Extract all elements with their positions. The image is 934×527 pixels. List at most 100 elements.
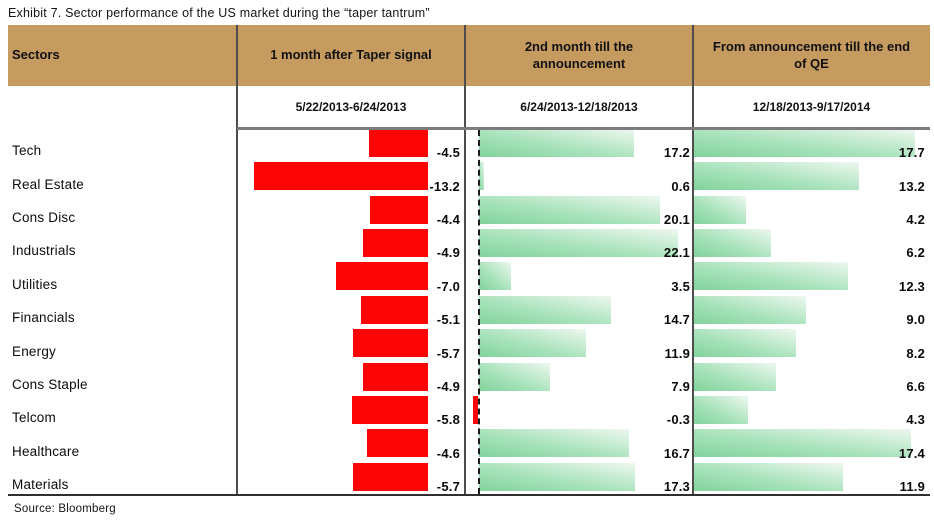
value-label: -4.9 xyxy=(436,245,460,261)
value-label: 17.7 xyxy=(898,145,925,161)
value-label: 17.4 xyxy=(898,445,925,461)
sector-label: Cons Disc xyxy=(12,210,76,226)
value-label: 17.2 xyxy=(663,145,690,161)
bar-negative xyxy=(352,462,428,491)
bar-positive xyxy=(479,229,678,258)
sector-label: Utilities xyxy=(12,276,58,292)
bar-negative xyxy=(368,129,428,157)
bar-panel-3: 4.2 xyxy=(693,194,930,227)
bar-panel-1: -13.2 xyxy=(237,160,465,194)
value-label: 11.9 xyxy=(899,478,925,494)
bar-positive xyxy=(694,162,859,191)
sector-label: Energy xyxy=(12,343,56,359)
bar-panel-2: -0.3 xyxy=(465,394,693,427)
bar-panel-1: -5.1 xyxy=(237,294,465,327)
value-label: -4.4 xyxy=(436,212,460,228)
period-panel-3: 12/18/2013-9/17/2014 xyxy=(752,99,871,114)
bar-panel-2: 11.9 xyxy=(465,327,693,361)
value-label: 7.9 xyxy=(671,378,690,394)
table-bottom-border xyxy=(8,494,930,496)
bar-negative xyxy=(367,429,428,458)
bar-panel-3: 17.4 xyxy=(693,427,930,461)
sector-label: Telcom xyxy=(12,410,56,426)
bar-positive xyxy=(694,129,915,157)
bar-panel-2: 7.9 xyxy=(465,361,693,394)
bar-positive xyxy=(694,229,772,258)
bar-panel-3: 8.2 xyxy=(693,327,930,361)
bar-panel-3: 17.7 xyxy=(693,127,930,160)
zero-axis-dashed xyxy=(478,130,480,494)
sector-label: Materials xyxy=(12,476,69,492)
value-label: 6.6 xyxy=(906,378,925,394)
table-row: Tech -4.5 17.2 17.7 xyxy=(8,127,930,160)
source-note: Source: Bloomberg xyxy=(14,503,116,515)
bar-negative xyxy=(473,395,478,424)
bar-positive xyxy=(479,162,485,191)
value-label: 3.5 xyxy=(671,278,690,294)
bar-negative xyxy=(370,195,428,224)
bar-panel-3: 12.3 xyxy=(693,260,930,294)
value-label: -5.7 xyxy=(436,478,460,494)
table-row: Financials -5.1 14.7 9.0 xyxy=(8,294,930,327)
exhibit-figure: Exhibit 7. Sector performance of the US … xyxy=(8,6,930,515)
bar-positive xyxy=(694,195,747,224)
header-panel-3: From announcement till the end of QE xyxy=(712,39,911,71)
table-row: Industrials -4.9 22.1 6.2 xyxy=(8,227,930,260)
chart-table: Sectors 1 month after Taper signal 2nd m… xyxy=(8,25,930,496)
bar-panel-1: -4.5 xyxy=(237,127,465,160)
value-label: 12.3 xyxy=(898,278,925,294)
sector-label: Cons Staple xyxy=(12,376,88,392)
table-row: Healthcare -4.6 16.7 17.4 xyxy=(8,427,930,461)
value-label: 14.7 xyxy=(663,312,690,328)
bar-positive xyxy=(479,329,587,358)
sector-label: Real Estate xyxy=(12,176,84,192)
plot-top-border xyxy=(237,127,930,130)
value-label: -5.7 xyxy=(436,345,460,361)
bar-positive xyxy=(479,295,612,324)
bar-panel-2: 0.6 xyxy=(465,160,693,194)
bar-panel-3: 6.2 xyxy=(693,227,930,260)
header-row: Sectors 1 month after Taper signal 2nd m… xyxy=(8,25,930,86)
bar-positive xyxy=(694,362,777,391)
plot-rows: Tech -4.5 17.2 17.7 Real Estate -13.2 0.6 13.2 C… xyxy=(8,127,930,494)
bar-panel-3: 13.2 xyxy=(693,160,930,194)
sector-label: Industrials xyxy=(12,243,76,259)
bar-panel-2: 20.1 xyxy=(465,194,693,227)
bar-panel-3: 4.3 xyxy=(693,394,930,427)
value-label: 11.9 xyxy=(664,345,690,361)
bar-negative xyxy=(360,295,428,324)
bar-positive xyxy=(479,262,511,291)
bar-panel-1: -5.7 xyxy=(237,327,465,361)
bar-panel-3: 11.9 xyxy=(693,461,930,494)
value-label: 13.2 xyxy=(898,178,925,194)
table-row: Materials -5.7 17.3 11.9 xyxy=(8,461,930,494)
bar-positive xyxy=(479,362,551,391)
subheader-row: 5/22/2013-6/24/2013 6/24/2013-12/18/2013… xyxy=(8,86,930,127)
bar-panel-3: 9.0 xyxy=(693,294,930,327)
bar-negative xyxy=(363,229,428,258)
header-panel-2: 2nd month till the announcement xyxy=(524,39,634,71)
value-label: -5.8 xyxy=(436,412,460,428)
bar-panel-2: 3.5 xyxy=(465,260,693,294)
table-row: Telcom -5.8 -0.3 4.3 xyxy=(8,394,930,427)
bar-positive xyxy=(479,129,634,157)
bar-negative xyxy=(363,362,428,391)
bar-positive xyxy=(694,429,912,458)
bar-positive xyxy=(694,262,848,291)
chart-title: Exhibit 7. Sector performance of the US … xyxy=(8,6,430,20)
sector-label: Financials xyxy=(12,310,75,326)
bar-panel-1: -5.7 xyxy=(237,461,465,494)
bar-panel-1: -7.0 xyxy=(237,260,465,294)
value-label: 4.3 xyxy=(906,412,925,428)
bar-panel-2: 17.3 xyxy=(465,461,693,494)
table-row: Utilities -7.0 3.5 12.3 xyxy=(8,260,930,294)
header-sectors: Sectors xyxy=(12,47,60,63)
bar-panel-2: 22.1 xyxy=(465,227,693,260)
value-label: -4.9 xyxy=(436,378,460,394)
value-label: 6.2 xyxy=(906,245,925,261)
bar-panel-1: -4.6 xyxy=(237,427,465,461)
bar-positive xyxy=(694,462,843,491)
bar-positive xyxy=(694,295,807,324)
table-row: Real Estate -13.2 0.6 13.2 xyxy=(8,160,930,194)
value-label: 8.2 xyxy=(906,345,925,361)
